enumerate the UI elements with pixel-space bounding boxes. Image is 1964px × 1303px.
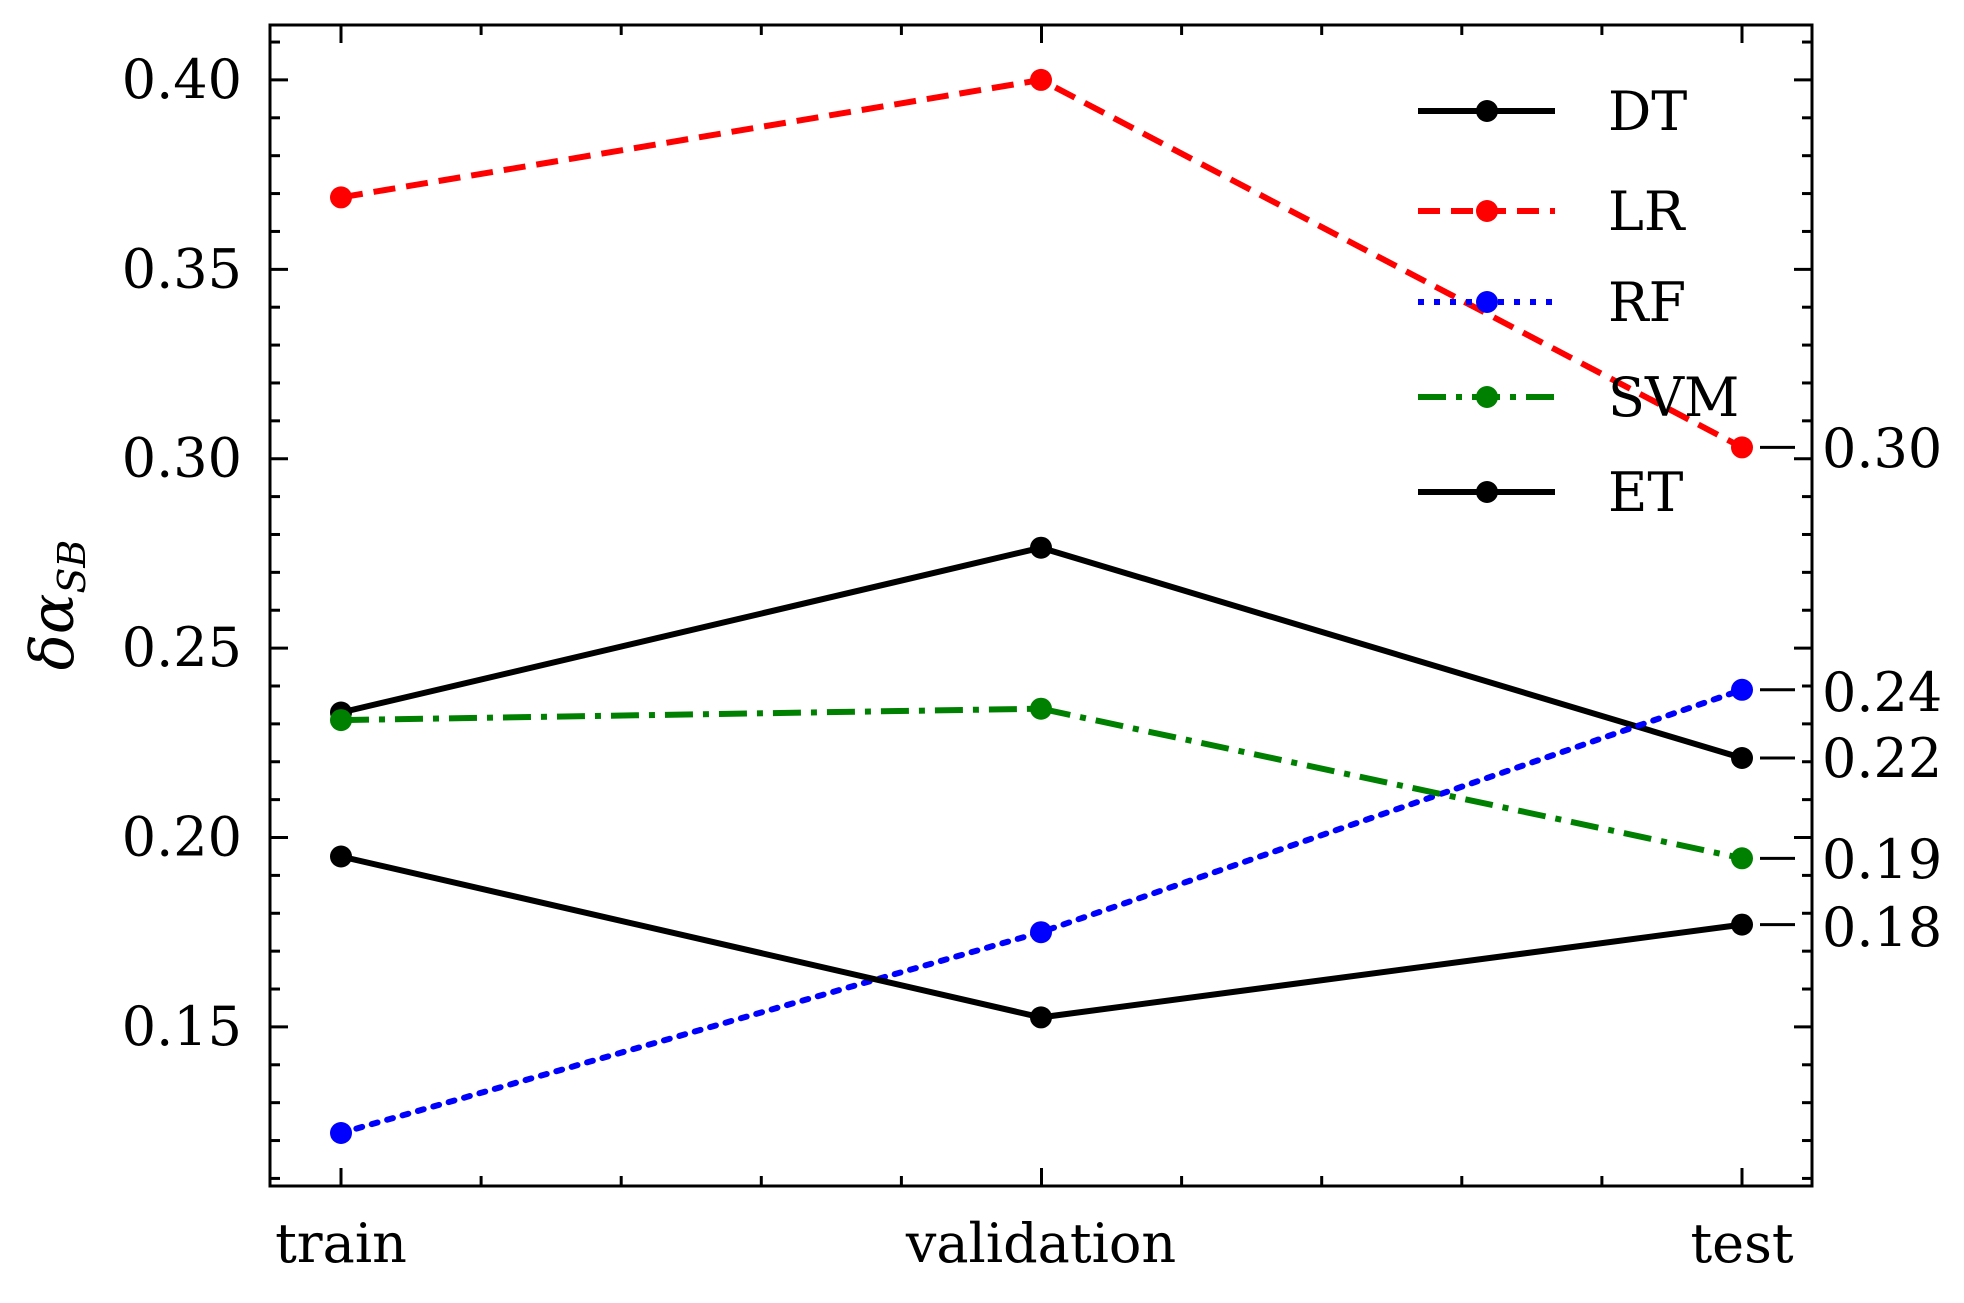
y-tick-label: 0.30 (122, 427, 242, 490)
series-line-svm (340, 705, 1743, 862)
labels-layer: 0.15 0.20 0.25 0.30 0.35 0.40 train validation t… (122, 48, 1942, 1275)
legend-marker-et (1476, 481, 1498, 503)
legend: DT LR RF SVM ET (1418, 80, 1739, 524)
y-tick-label: 0.35 (122, 237, 242, 300)
legend-label-lr: LR (1608, 180, 1686, 243)
legend-label-svm: SVM (1608, 366, 1739, 429)
legend-marker-lr (1476, 200, 1498, 222)
data-point-svm-validation (1030, 697, 1052, 720)
ticks-layer (270, 25, 1812, 1186)
legend-entry-et: ET (1418, 461, 1683, 524)
data-point-rf-train (330, 1122, 352, 1144)
data-point-lr-train (330, 186, 352, 209)
end-value-label-et: 0.18 (1822, 896, 1942, 959)
series-svm (330, 697, 1753, 870)
series-layer (330, 68, 1753, 1144)
legend-marker-svm (1476, 386, 1498, 408)
end-value-label-svm: 0.19 (1822, 828, 1942, 891)
legend-marker-rf (1476, 291, 1498, 313)
series-lr (330, 68, 1753, 459)
legend-entry-rf: RF (1418, 271, 1686, 334)
series-line-rf (338, 686, 1745, 1136)
y-axis-label: δαSB (18, 540, 94, 671)
series-et (330, 845, 1753, 1029)
data-point-svm-train (330, 709, 352, 732)
series-line-dt (340, 544, 1743, 761)
legend-entry-svm: SVM (1418, 366, 1739, 429)
legend-entry-dt: DT (1418, 80, 1687, 143)
data-point-dt-validation (1030, 536, 1052, 559)
end-value-label-lr: 0.30 (1822, 417, 1942, 480)
series-line-lr (340, 76, 1744, 451)
end-value-label-rf: 0.24 (1822, 661, 1942, 724)
data-point-svm-test (1731, 847, 1753, 870)
data-point-lr-test (1731, 436, 1753, 459)
data-point-et-test (1731, 913, 1753, 936)
legend-marker-dt (1476, 100, 1498, 122)
legend-label-rf: RF (1608, 271, 1686, 334)
data-point-lr-validation (1030, 68, 1052, 91)
legend-entry-lr: LR (1418, 180, 1686, 243)
y-tick-label: 0.40 (122, 48, 242, 111)
y-tick-label: 0.15 (122, 995, 242, 1058)
series-rf (330, 678, 1753, 1144)
data-point-et-validation (1030, 1006, 1052, 1029)
y-axis-title: δαSB (18, 540, 94, 671)
legend-label-et: ET (1608, 461, 1683, 524)
series-dt (330, 536, 1753, 769)
data-point-rf-test (1731, 678, 1753, 701)
data-point-rf-validation (1030, 921, 1052, 944)
x-tick-label-train: train (275, 1212, 407, 1275)
y-tick-label: 0.25 (122, 616, 242, 679)
data-point-et-train (330, 845, 352, 868)
y-tick-label: 0.20 (122, 806, 242, 869)
end-value-label-dt: 0.22 (1822, 727, 1942, 790)
x-tick-label-validation: validation (905, 1212, 1176, 1275)
data-point-dt-test (1731, 747, 1753, 769)
legend-label-dt: DT (1608, 80, 1687, 143)
x-tick-label-test: test (1690, 1212, 1793, 1275)
